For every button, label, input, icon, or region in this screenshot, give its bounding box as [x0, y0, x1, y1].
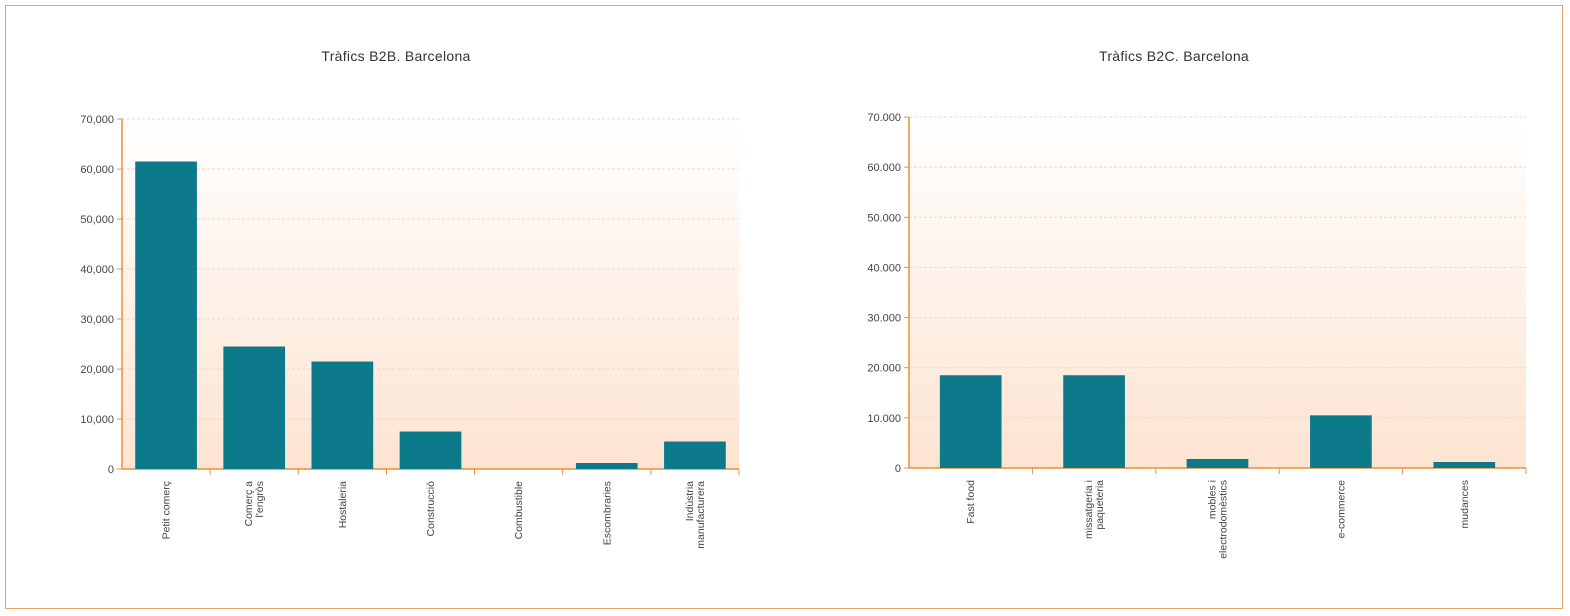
chart-title: Tràfics B2B. Barcelona [321, 48, 471, 64]
bar [1186, 458, 1249, 468]
y-tick-label: 10,000 [80, 414, 114, 426]
category-label-line: electrodomèstics [1218, 480, 1230, 559]
plot-area [122, 119, 739, 469]
chart-b2c-plot: 0 10.000 20.000 30.000 40.000 50.000 60.000 70.… [867, 112, 1527, 559]
y-tick-label: 60,000 [80, 164, 114, 176]
category-label: Fast food [965, 480, 977, 524]
chart-title: Tràfics B2C. Barcelona [1098, 48, 1250, 64]
bar [664, 441, 726, 469]
category-label-line: e-commerce [1335, 480, 1347, 539]
category-label-line: Construcció [425, 481, 437, 537]
y-tick-label: 70,000 [80, 114, 114, 126]
y-tick-label: 0 [895, 463, 901, 475]
y-tick-label: 20.000 [867, 363, 901, 375]
y-tick-label: 40,000 [80, 264, 114, 276]
chart-b2b-plot: 0 10,000 20,000 30,000 40,000 50,000 60,000 70,… [80, 114, 740, 549]
y-tick-label: 20,000 [80, 364, 114, 376]
y-tick-label: 30,000 [80, 314, 114, 326]
category-label: Petit comerç [161, 481, 173, 539]
category-label-line: missatgeria i [1083, 480, 1095, 539]
y-tick-label: 30.000 [867, 313, 901, 325]
y-tick-label: 0 [108, 464, 114, 476]
chart-b2b: Tràfics B2B. Barcelona 0 10,000 20,000 30,0… [6, 6, 786, 610]
bar [575, 463, 638, 469]
category-label-line: manufacturera [695, 481, 707, 549]
category-label: Combustible [513, 481, 525, 540]
figure-frame: Tràfics B2B. Barcelona 0 10,000 20,000 30,0… [5, 5, 1563, 609]
category-label-line: l'engròs [254, 481, 266, 517]
category-label: Indústriamanufacturera [684, 481, 707, 549]
y-tick-label: 10.000 [867, 413, 901, 425]
bar [1063, 375, 1125, 468]
category-label: missatgeria ipaqueteria [1083, 480, 1106, 539]
category-label-line: Hostaleria [337, 481, 349, 528]
category-label-line: mobles i [1207, 480, 1219, 519]
category-label: Hostaleria [337, 481, 349, 528]
category-label: Escombraries [601, 481, 613, 545]
category-label-line: Indústria [684, 481, 696, 521]
category-label-line: Fast food [965, 480, 977, 524]
bar [311, 361, 374, 469]
bar [223, 346, 286, 469]
bar [399, 431, 462, 469]
category-label-line: Comerç a [243, 481, 255, 527]
y-tick-label: 70.000 [867, 112, 901, 124]
y-tick-label: 60.000 [867, 162, 901, 174]
category-label: Comerç al'engròs [243, 481, 266, 527]
bar [939, 375, 1002, 468]
y-tick-label: 50.000 [867, 212, 901, 224]
category-label-line: paqueteria [1094, 480, 1106, 530]
category-label: mudances [1459, 480, 1471, 528]
bar [135, 161, 197, 469]
category-label: e-commerce [1335, 480, 1347, 539]
plot-area [909, 117, 1526, 468]
bar [1433, 461, 1496, 468]
category-label: mobles ielectrodomèstics [1207, 480, 1230, 559]
bar [1310, 415, 1372, 468]
category-label-line: Petit comerç [161, 481, 173, 539]
y-tick-label: 50,000 [80, 214, 114, 226]
category-label: Construcció [425, 481, 437, 537]
category-label-line: Combustible [513, 481, 525, 540]
chart-b2c: Tràfics B2C. Barcelona 0 10.000 20.000 30.0… [786, 6, 1562, 610]
category-label-line: Escombraries [601, 481, 613, 545]
category-label-line: mudances [1459, 480, 1471, 528]
y-tick-label: 40.000 [867, 262, 901, 274]
